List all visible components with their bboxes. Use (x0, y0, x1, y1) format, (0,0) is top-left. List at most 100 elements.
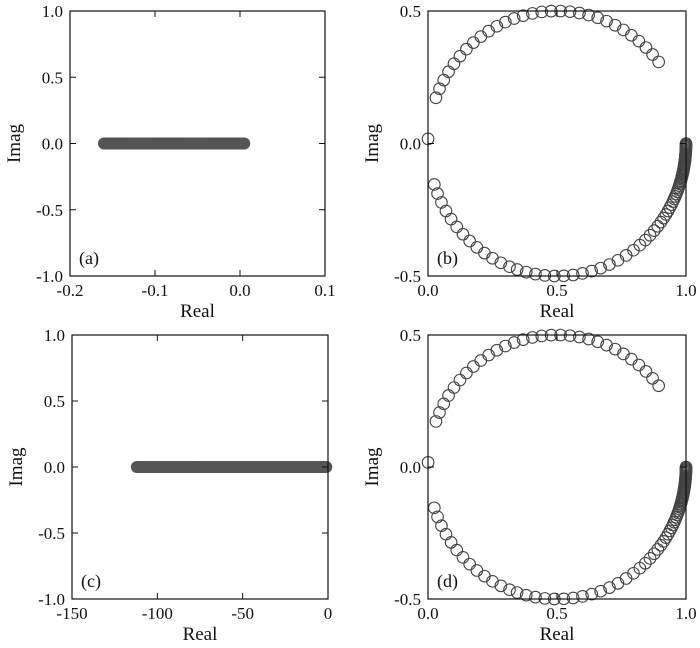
y-tick-label: -0.5 (394, 590, 421, 609)
panel-label: (a) (79, 248, 99, 269)
data-point (447, 381, 461, 394)
data-point (474, 30, 488, 43)
y-tick-label: 0.0 (42, 135, 63, 154)
data-point (535, 329, 549, 343)
x-tick-label: 0.5 (546, 604, 567, 623)
data-point (437, 397, 451, 411)
data-point (442, 65, 455, 79)
data-point (652, 55, 666, 69)
data-point (474, 354, 488, 367)
data-point (494, 256, 508, 270)
x-tick-label: -100 (142, 604, 173, 623)
data-point (657, 535, 670, 548)
x-tick-label: 0 (324, 604, 333, 623)
data-point (638, 233, 652, 247)
data-point (594, 584, 608, 598)
data-point (516, 9, 530, 22)
y-axis-label: Imag (4, 123, 25, 163)
x-tick-label: 0.1 (314, 281, 335, 300)
data-point (585, 264, 599, 278)
data-point (639, 41, 653, 54)
data-point (608, 342, 622, 356)
data-point (529, 590, 542, 604)
data-point (594, 261, 608, 275)
data-point (507, 12, 521, 25)
y-axis-label: Imag (6, 447, 27, 487)
data-point (503, 260, 516, 274)
data-point (453, 49, 467, 63)
data-point (470, 564, 484, 577)
data-point (638, 556, 652, 570)
data-point (563, 5, 577, 19)
x-tick-label: -0.2 (57, 281, 84, 300)
data-point (431, 187, 444, 200)
data-point (429, 91, 443, 105)
y-tick-label: 0.0 (400, 135, 421, 154)
data-point (467, 36, 480, 49)
data-point (576, 590, 589, 603)
x-tick-label: -0.1 (142, 281, 169, 300)
data-point (566, 591, 580, 605)
data-point (460, 366, 473, 380)
data-point (429, 415, 443, 428)
data-point (600, 14, 613, 28)
data-point (433, 406, 446, 419)
data-point (647, 547, 661, 561)
data-point (444, 212, 458, 226)
data-point (632, 358, 646, 372)
data-point (499, 15, 512, 29)
x-axis-label: Real (540, 624, 575, 645)
data-point (603, 258, 616, 271)
data-point (573, 330, 586, 344)
data-point (573, 6, 586, 20)
data-point (470, 240, 484, 254)
data-point (643, 552, 657, 565)
panel-c: -150 -100 -50 0 -1.0 -0.5 0.0 0.5 1.0 Real Imag (c) (6, 326, 333, 645)
data-point (603, 581, 616, 594)
data-point (657, 211, 670, 225)
data-point (585, 587, 599, 601)
data-point (659, 531, 673, 545)
data-point (627, 243, 640, 257)
data-point (447, 57, 461, 71)
x-tick-label: -150 (56, 604, 87, 623)
y-tick-label: 0.0 (44, 458, 65, 477)
data-point (535, 5, 549, 19)
data-point (442, 389, 455, 402)
data-point (431, 510, 444, 524)
data-point (439, 204, 453, 218)
y-tick-label: 0.5 (44, 392, 65, 411)
y-axis-label: Imag (362, 447, 383, 487)
panel-a: -0.2 -0.1 0.0 0.1 -1.0 -0.5 0.0 0.5 1.0 Real Imag (… (4, 2, 336, 322)
data-point (526, 331, 539, 344)
y-tick-label: 0.0 (400, 458, 421, 477)
data-point (486, 251, 499, 265)
y-tick-label: -0.5 (394, 267, 421, 286)
data-point (450, 543, 464, 557)
data-point (456, 551, 470, 564)
y-axis-label: Imag (362, 123, 383, 163)
data-point (510, 586, 524, 599)
data-point (600, 338, 613, 352)
data-point (627, 566, 640, 580)
data-point (566, 268, 580, 282)
data-point (608, 18, 622, 32)
data-point (519, 265, 533, 279)
data-point (460, 42, 473, 56)
data-points (421, 4, 693, 283)
x-tick-label: 0.0 (417, 604, 438, 623)
y-tick-label: 1.0 (44, 326, 65, 345)
data-point (646, 371, 659, 385)
data-point (646, 48, 659, 61)
data-point (659, 208, 673, 221)
data-point (663, 524, 677, 538)
y-tick-label: 1.0 (42, 2, 63, 21)
data-point (665, 521, 678, 535)
data-point (529, 267, 542, 281)
x-tick-label: 1.0 (675, 604, 696, 623)
panel-label: (b) (437, 248, 458, 269)
data-point (639, 365, 653, 378)
data-point (516, 333, 530, 346)
